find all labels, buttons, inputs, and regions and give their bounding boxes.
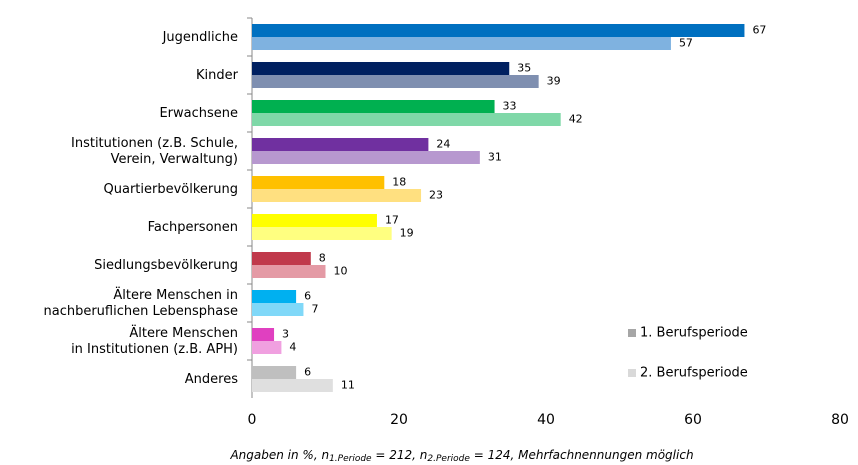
category-label: Ältere Menschen in Institutionen (z.B. AP… <box>71 325 238 357</box>
legend-label: 2. Berufsperiode <box>640 366 748 381</box>
x-tick-label: 0 <box>248 412 257 428</box>
value-label: 33 <box>503 100 517 113</box>
value-label: 19 <box>400 227 414 240</box>
bar <box>252 227 392 240</box>
value-label: 7 <box>311 303 318 316</box>
category-label: Institutionen (z.B. Schule, Verein, Verwa… <box>71 136 238 167</box>
bar <box>252 176 385 189</box>
category-line: Erwachsene <box>159 106 238 121</box>
bar <box>252 75 539 88</box>
value-label: 4 <box>289 341 296 354</box>
value-label: 10 <box>334 265 348 278</box>
bar <box>252 379 333 392</box>
category-line: Ältere Menschen <box>129 325 238 341</box>
category-line: Institutionen (z.B. Schule, <box>71 136 238 151</box>
value-label: 6 <box>304 290 311 303</box>
value-label: 8 <box>319 252 326 265</box>
value-label: 11 <box>341 379 355 392</box>
bar <box>252 113 561 126</box>
value-label: 3 <box>282 328 289 341</box>
category-line: Kinder <box>196 68 239 83</box>
bar <box>252 214 377 227</box>
bar <box>252 189 422 202</box>
category-label: Erwachsene <box>159 106 238 121</box>
category-line: Verein, Verwaltung) <box>111 152 238 167</box>
value-label: 6 <box>304 366 311 379</box>
bar <box>252 328 275 341</box>
value-label: 57 <box>679 37 693 50</box>
category-line: in Institutionen (z.B. APH) <box>71 342 238 357</box>
bar <box>252 37 671 50</box>
category-line: nachberuflichen Lebensphase <box>44 304 239 319</box>
category-label: Anderes <box>185 372 238 387</box>
category-line: Quartierbevölkerung <box>104 182 238 197</box>
value-label: 18 <box>392 176 406 189</box>
category-line: Anderes <box>185 372 238 387</box>
value-label: 67 <box>752 24 766 37</box>
bar <box>252 265 326 278</box>
category-line: Fachpersonen <box>148 220 238 235</box>
value-label: 24 <box>436 138 450 151</box>
bar <box>252 24 745 37</box>
value-label: 35 <box>517 62 531 75</box>
footnote: Angaben in %, n1.Periode = 212, n2.Perio… <box>229 448 693 464</box>
legend-swatch <box>628 329 636 337</box>
category-line: Ältere Menschen in <box>113 287 238 303</box>
category-label: Ältere Menschen in nachberuflichen Lebens… <box>44 287 239 319</box>
bar <box>252 290 297 303</box>
legend-label: 1. Berufsperiode <box>640 326 748 341</box>
value-label: 17 <box>385 214 399 227</box>
bar <box>252 366 297 379</box>
x-tick-label: 40 <box>537 412 555 428</box>
value-label: 31 <box>488 151 502 164</box>
note-part: = 124, Mehrfachnennungen möglich <box>470 448 694 462</box>
category-label: Jugendliche <box>162 30 238 45</box>
bar <box>252 252 311 265</box>
x-tick-label: 80 <box>831 412 849 428</box>
note-part: Angaben in %, n <box>229 448 329 462</box>
category-label: Quartierbevölkerung <box>104 182 238 197</box>
category-label: Kinder <box>196 68 239 83</box>
category-label: Fachpersonen <box>148 220 238 235</box>
bar <box>252 138 429 151</box>
note-sub: 1.Periode <box>329 454 372 464</box>
bar <box>252 341 282 354</box>
bar <box>252 151 480 164</box>
bar <box>252 303 304 316</box>
value-label: 42 <box>569 113 583 126</box>
note-part: = 212, n <box>372 448 428 462</box>
note-sub: 2.Periode <box>427 454 470 464</box>
bar <box>252 62 510 75</box>
legend-swatch <box>628 369 636 377</box>
category-line: Jugendliche <box>162 30 238 45</box>
category-line: Siedlungsbevölkerung <box>94 258 238 273</box>
x-tick-label: 20 <box>390 412 408 428</box>
value-label: 23 <box>429 189 443 202</box>
x-tick-label: 60 <box>684 412 702 428</box>
value-label: 39 <box>547 75 561 88</box>
bar <box>252 100 495 113</box>
category-label: Siedlungsbevölkerung <box>94 258 238 273</box>
